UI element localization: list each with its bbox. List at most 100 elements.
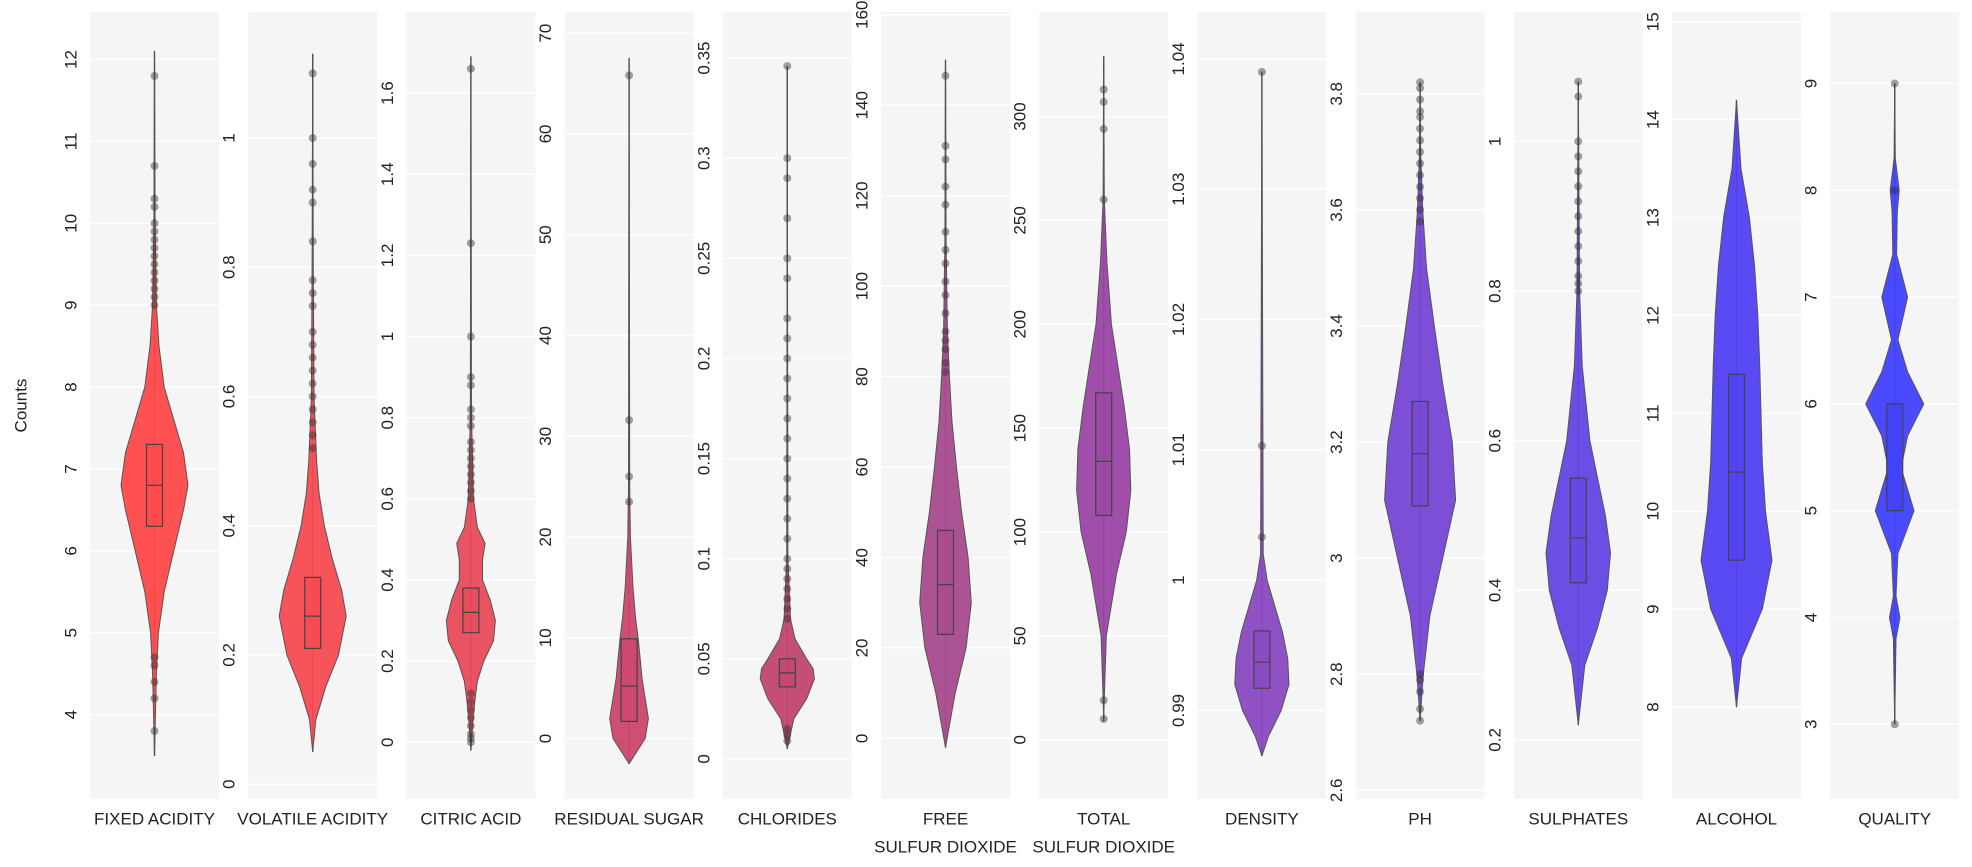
outlier: [1416, 159, 1425, 168]
outlier: [466, 697, 475, 706]
outlier: [783, 354, 792, 363]
y-tick-label: 8: [1643, 702, 1662, 711]
x-axis-label: ALCOHOL: [1696, 809, 1777, 828]
y-tick-label: 11: [61, 133, 80, 151]
outlier: [150, 276, 159, 285]
outlier: [1416, 95, 1425, 104]
y-tick-label: 100: [1011, 518, 1030, 546]
box: [620, 638, 638, 723]
y-tick-label: 0.2: [694, 347, 713, 371]
outlier: [1890, 720, 1899, 729]
y-tick-label: 0: [536, 734, 555, 743]
violin: [278, 53, 347, 753]
outlier: [941, 309, 950, 318]
outlier: [466, 381, 475, 390]
y-tick-label: 9: [1802, 79, 1821, 88]
y-tick-label: 140: [852, 91, 871, 119]
outlier: [1574, 137, 1583, 146]
outlier: [466, 332, 475, 341]
y-tick-label: 4: [61, 710, 80, 719]
outlier: [308, 431, 317, 440]
violin: [609, 57, 649, 765]
outlier: [150, 727, 159, 736]
outlier: [466, 738, 475, 747]
box: [1095, 392, 1113, 517]
outlier: [941, 71, 950, 80]
outlier: [941, 291, 950, 300]
outlier: [783, 564, 792, 573]
x-axis-label: DENSITY: [1225, 809, 1299, 828]
outlier: [308, 444, 317, 453]
outlier: [466, 446, 475, 455]
violin: [1545, 81, 1611, 726]
outlier: [308, 185, 317, 194]
y-tick-label: 10: [536, 628, 555, 647]
outlier: [308, 133, 317, 142]
outlier: [783, 174, 792, 183]
y-tick-label: 40: [536, 326, 555, 345]
y-tick-label: 1.02: [1169, 303, 1188, 336]
y-tick-label: 5: [61, 628, 80, 637]
y-tick-label: 7: [61, 464, 80, 473]
y-tick-label: 0.15: [694, 442, 713, 475]
y-tick-label: 2.8: [1327, 662, 1346, 686]
x-axis-label: CITRIC ACID: [420, 809, 521, 828]
y-tick-label: 4: [1802, 613, 1821, 622]
box: [462, 587, 480, 634]
outlier: [1574, 197, 1583, 206]
y-tick-label: 0.05: [694, 642, 713, 675]
violin: [919, 59, 972, 748]
y-tick-label: 60: [852, 458, 871, 477]
outlier: [466, 64, 475, 73]
y-tick-label: 100: [852, 272, 871, 300]
y-tick-label: 14: [1643, 110, 1662, 129]
x-axis-label: SULFUR DIOXIDE: [874, 837, 1017, 856]
outlier: [1416, 147, 1425, 156]
outlier: [1257, 441, 1266, 450]
outlier: [783, 334, 792, 343]
outlier: [150, 661, 159, 670]
y-tick-label: 10: [61, 214, 80, 233]
outlier: [1574, 92, 1583, 101]
outlier: [1099, 97, 1108, 106]
outlier: [150, 219, 159, 228]
outlier: [783, 730, 792, 739]
outlier: [1574, 167, 1583, 176]
violin: [759, 65, 815, 750]
outlier: [941, 200, 950, 209]
outlier: [308, 353, 317, 362]
outlier: [1574, 77, 1583, 86]
outlier: [150, 71, 159, 80]
outlier: [1416, 124, 1425, 133]
outlier: [1416, 171, 1425, 180]
outlier: [466, 478, 475, 487]
outlier: [1416, 716, 1425, 725]
outlier: [783, 214, 792, 223]
y-tick-label: 1: [378, 332, 397, 341]
outlier: [1416, 194, 1425, 203]
outlier: [150, 694, 159, 703]
outlier: [625, 497, 634, 506]
outlier: [1416, 687, 1425, 696]
outlier: [1890, 79, 1899, 88]
outlier: [1099, 85, 1108, 94]
y-tick-label: 6: [61, 546, 80, 555]
outlier: [150, 252, 159, 261]
outlier: [466, 713, 475, 722]
y-tick-label: 0: [694, 754, 713, 763]
outlier: [783, 374, 792, 383]
box: [1886, 403, 1904, 512]
box: [936, 529, 955, 635]
outlier: [1257, 533, 1266, 542]
outlier: [783, 554, 792, 563]
outlier: [1416, 705, 1425, 714]
violin: [445, 56, 496, 751]
y-tick-label: 0.8: [1485, 279, 1504, 303]
outlier: [466, 721, 475, 730]
outlier: [1416, 182, 1425, 191]
outlier: [150, 292, 159, 301]
y-tick-label: 0.6: [220, 385, 239, 409]
outlier: [783, 254, 792, 263]
y-tick-label: 80: [852, 367, 871, 386]
y-tick-label: 50: [1011, 626, 1030, 645]
